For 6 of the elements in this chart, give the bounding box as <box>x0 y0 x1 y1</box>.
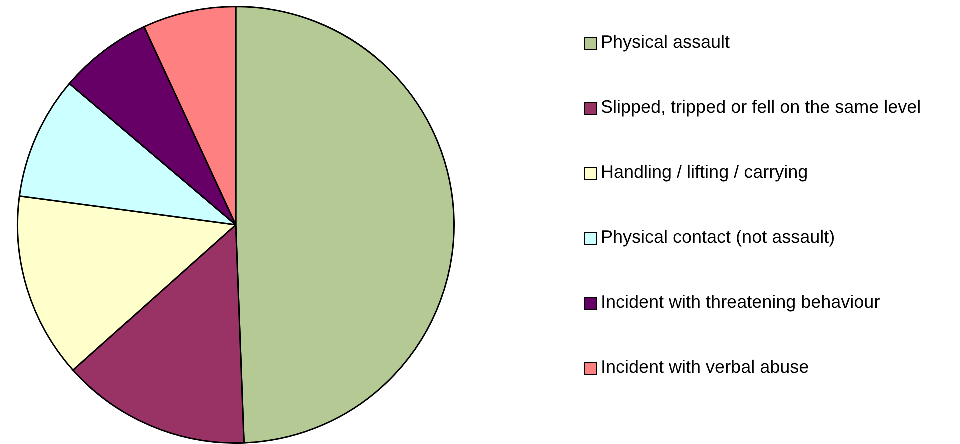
legend-label: Handling / lifting / carrying <box>601 161 808 184</box>
legend-label: Slipped, tripped or fell on the same level <box>601 96 922 119</box>
legend-label: Incident with verbal abuse <box>601 356 810 379</box>
legend-label: Physical assault <box>601 31 730 54</box>
legend-label: Incident with threatening behaviour <box>601 291 880 314</box>
legend-label: Physical contact (not assault) <box>601 226 836 249</box>
